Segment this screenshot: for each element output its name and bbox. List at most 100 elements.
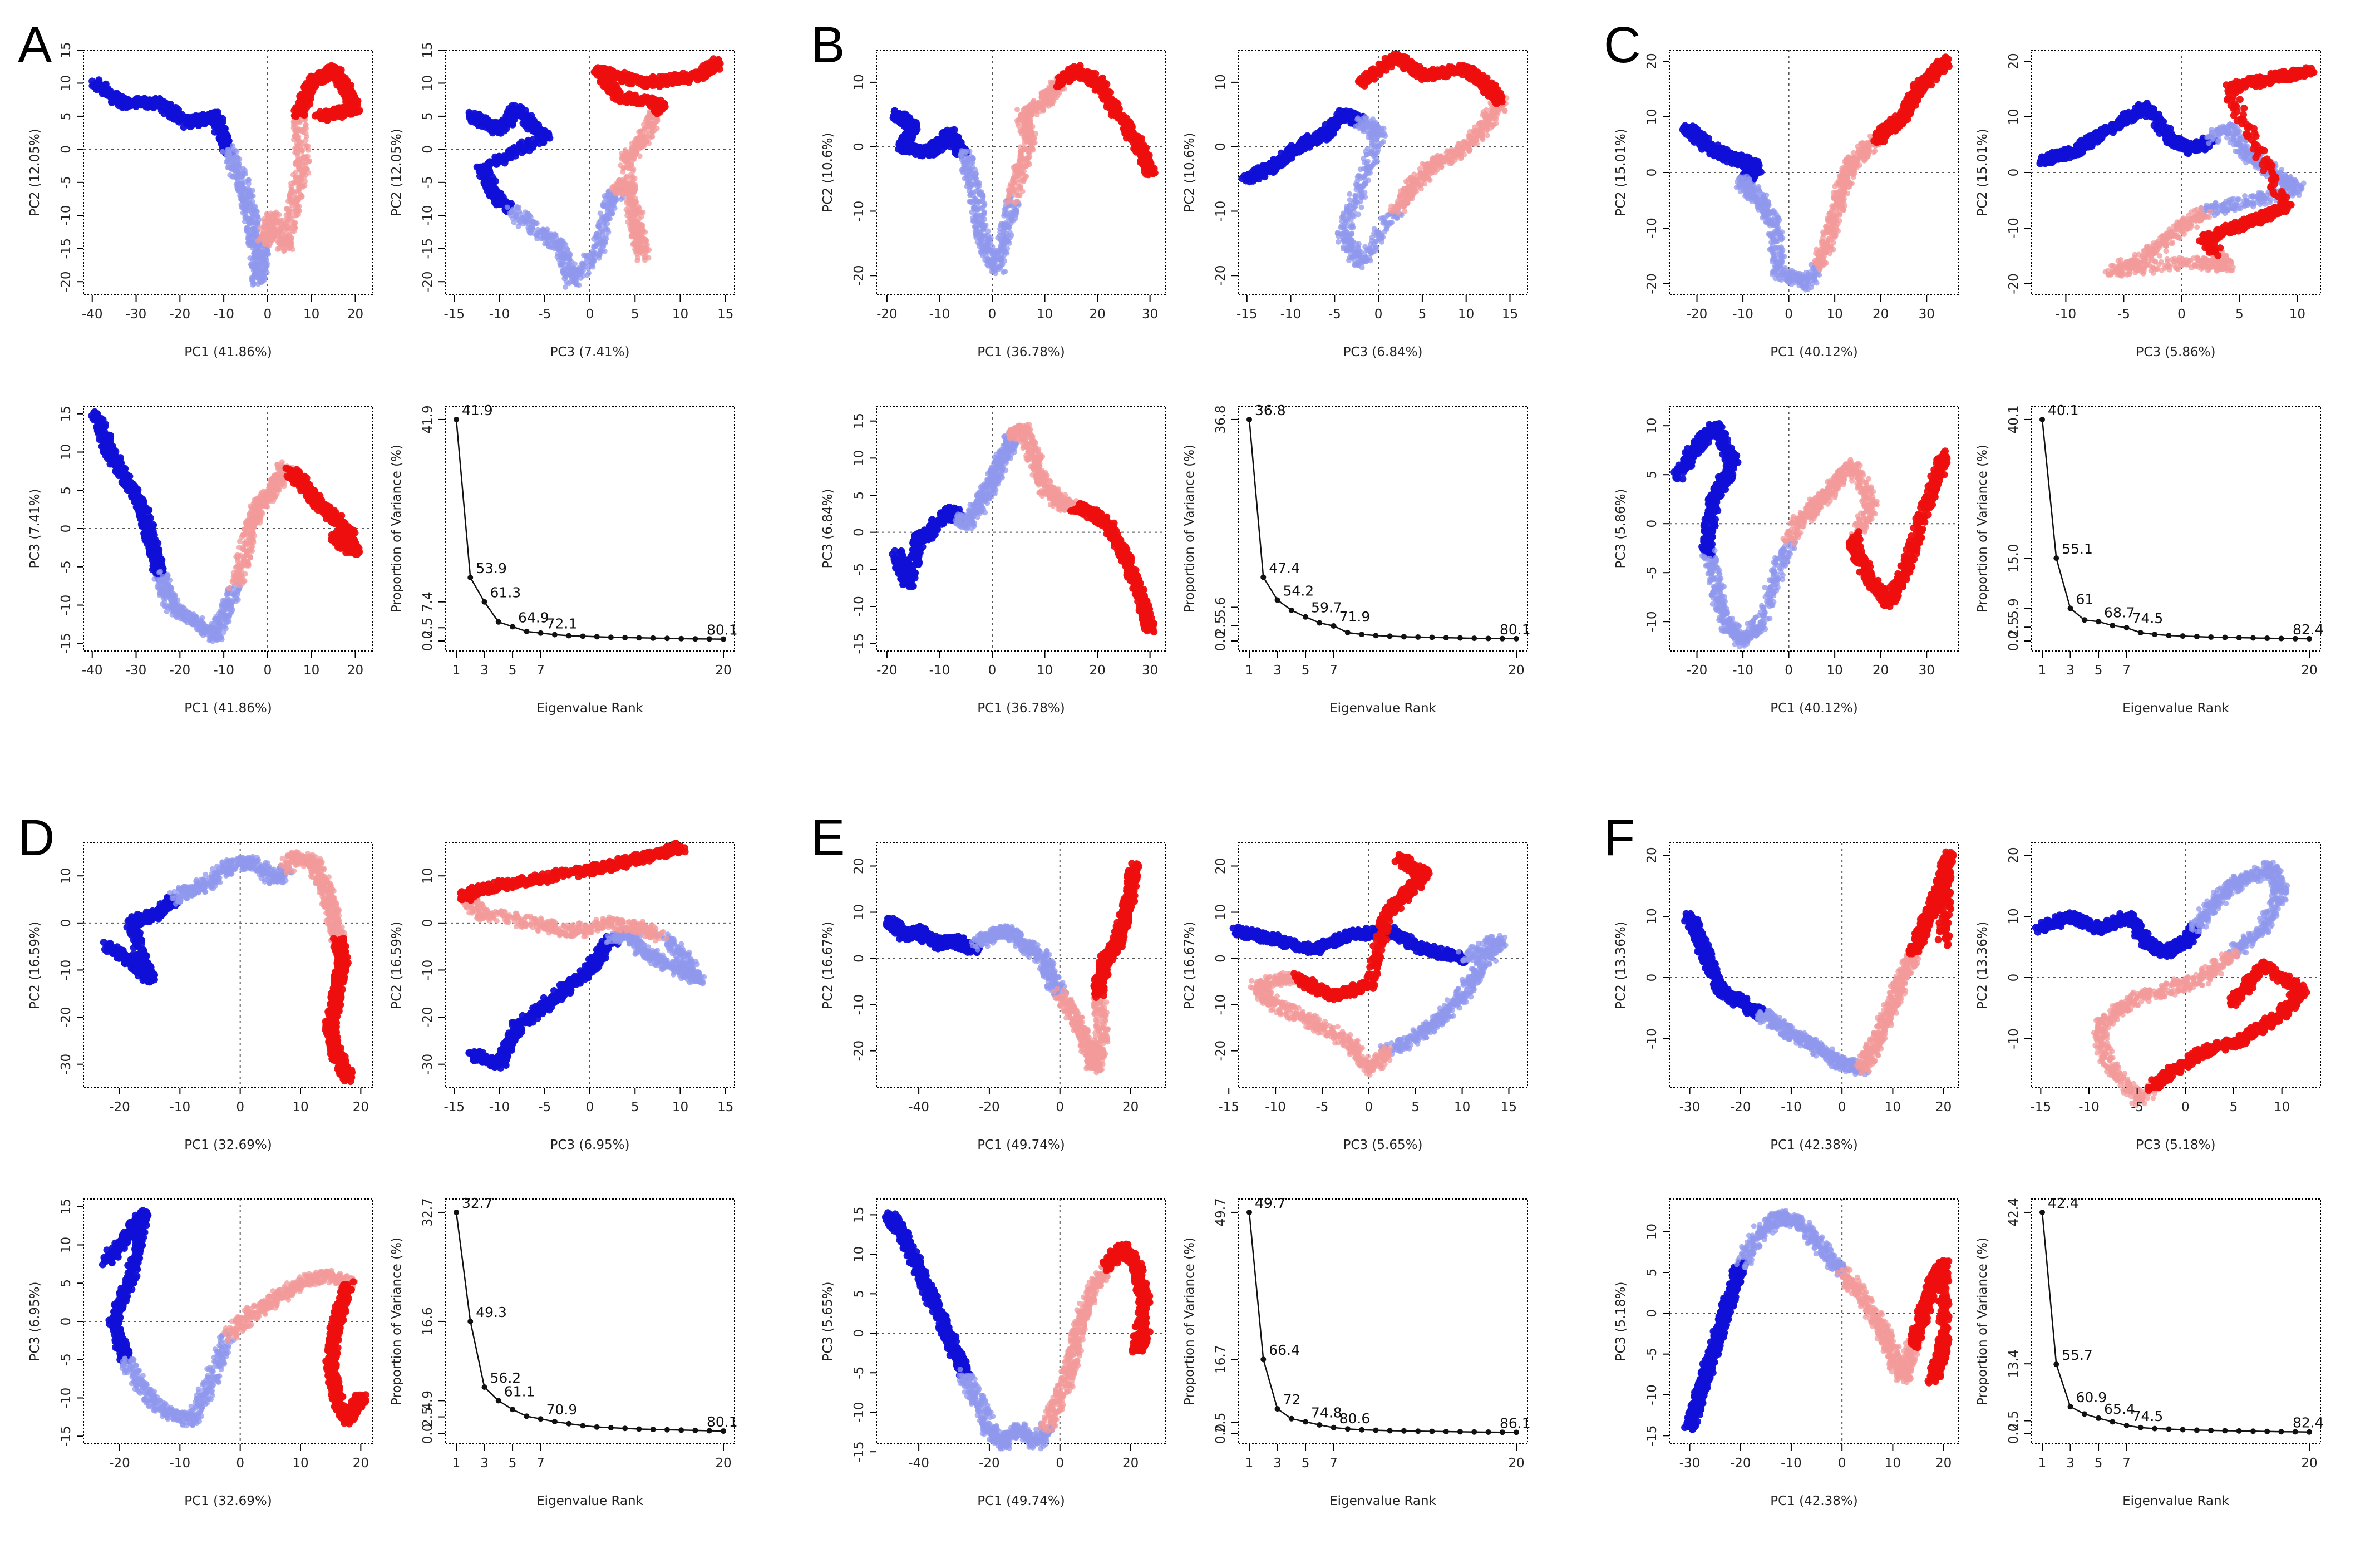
trajectory-point bbox=[636, 216, 642, 222]
trajectory-point bbox=[594, 231, 600, 237]
trajectory-point bbox=[249, 512, 255, 519]
trajectory-point bbox=[235, 596, 241, 603]
trajectory-point bbox=[150, 103, 157, 111]
trajectory-point bbox=[634, 136, 640, 142]
y-tick-label: 0 bbox=[421, 145, 435, 154]
x-tick-label: 0 bbox=[264, 663, 272, 678]
trajectory-point bbox=[630, 233, 636, 239]
trajectory-point bbox=[624, 185, 630, 191]
x-tick-label: -20 bbox=[170, 307, 191, 322]
trajectory-point bbox=[330, 535, 338, 542]
y-tick-label: 2.5 bbox=[421, 618, 435, 638]
pc2-vs-pc1-plot-frame bbox=[83, 50, 373, 295]
scree-point bbox=[594, 634, 600, 640]
trajectory-point bbox=[637, 206, 643, 212]
trajectory-point bbox=[264, 269, 270, 275]
trajectory-point bbox=[624, 213, 630, 219]
scree-point bbox=[495, 619, 501, 625]
trajectory-point bbox=[576, 282, 582, 288]
trajectory-point bbox=[630, 174, 636, 180]
scree-point bbox=[608, 634, 614, 640]
trajectory-point bbox=[156, 576, 162, 583]
y-tick-label: 10 bbox=[59, 75, 73, 91]
trajectory-point bbox=[246, 177, 252, 183]
trajectory-point bbox=[563, 284, 569, 290]
x-tick-label: 10 bbox=[303, 663, 319, 678]
trajectory-point bbox=[627, 153, 633, 159]
trajectory-point bbox=[220, 149, 225, 155]
panel-letter: A bbox=[18, 17, 52, 73]
x-tick-label: 10 bbox=[303, 307, 319, 322]
x-tick-label: -40 bbox=[82, 307, 103, 322]
trajectory-point bbox=[221, 623, 228, 629]
trajectory-point bbox=[633, 186, 638, 193]
trajectory-point bbox=[311, 112, 319, 120]
trajectory-point bbox=[306, 90, 314, 97]
trajectory-point bbox=[580, 262, 586, 268]
y-tick-label: 5 bbox=[421, 112, 435, 121]
trajectory-point bbox=[252, 263, 258, 268]
x-tick-label: 3 bbox=[480, 663, 489, 678]
trajectory-point bbox=[181, 610, 188, 616]
trajectory-point bbox=[558, 261, 564, 267]
trajectory-point bbox=[160, 591, 166, 596]
trajectory-point bbox=[297, 159, 303, 165]
trajectory-point bbox=[597, 210, 603, 216]
scree-point bbox=[566, 633, 572, 639]
trajectory-point bbox=[568, 279, 574, 285]
trajectory-point bbox=[235, 558, 241, 564]
cumulative-variance-label: 61.3 bbox=[490, 585, 521, 601]
y-axis-label: PC2 (12.05%) bbox=[28, 129, 42, 216]
trajectory-point bbox=[236, 574, 243, 580]
trajectory-point bbox=[253, 249, 259, 255]
x-tick-label: 5 bbox=[509, 663, 517, 678]
x-tick-label: 0 bbox=[586, 307, 594, 322]
x-tick-label: -10 bbox=[489, 307, 510, 322]
x-axis-label: PC1 (41.86%) bbox=[184, 345, 272, 359]
trajectory-point bbox=[588, 251, 594, 257]
scree-point bbox=[510, 624, 516, 630]
x-tick-label: 20 bbox=[347, 663, 363, 678]
trajectory-point bbox=[629, 222, 635, 228]
trajectory-point bbox=[290, 220, 296, 226]
cumulative-variance-label: 72.1 bbox=[546, 616, 578, 632]
y-tick-label: 5 bbox=[59, 112, 73, 121]
y-tick-label: -5 bbox=[59, 560, 73, 573]
trajectory-point bbox=[244, 531, 250, 537]
trajectory-point bbox=[558, 245, 564, 251]
scree-point bbox=[650, 635, 656, 641]
trajectory-point bbox=[250, 530, 256, 536]
x-axis-label: PC1 (41.86%) bbox=[184, 701, 272, 716]
trajectory-point bbox=[282, 233, 288, 239]
cumulative-variance-label: 53.9 bbox=[476, 560, 507, 576]
trajectory-point bbox=[293, 174, 298, 180]
trajectory-point bbox=[292, 125, 298, 131]
y-tick-label: -20 bbox=[59, 271, 73, 292]
scree-point bbox=[622, 634, 628, 640]
x-tick-label: 5 bbox=[631, 307, 639, 322]
y-tick-label: -5 bbox=[421, 176, 435, 189]
trajectory-point bbox=[251, 231, 257, 237]
trajectory-point bbox=[141, 95, 149, 103]
scree-point bbox=[692, 636, 698, 642]
trajectory-point bbox=[210, 630, 216, 637]
trajectory-point bbox=[630, 168, 636, 174]
trajectory-point bbox=[504, 204, 510, 210]
panel-letter: B bbox=[811, 17, 845, 73]
x-tick-label: 15 bbox=[717, 307, 733, 322]
trajectory-point bbox=[157, 569, 163, 575]
scree-line bbox=[455, 419, 724, 640]
trajectory-point bbox=[566, 256, 573, 263]
y-tick-label: 41.9 bbox=[421, 405, 435, 433]
trajectory-point bbox=[274, 462, 280, 468]
trajectory-point bbox=[260, 224, 267, 230]
trajectory-point bbox=[240, 196, 247, 203]
scree-point bbox=[524, 628, 530, 634]
trajectory-point bbox=[709, 55, 717, 63]
scree-plot-frame bbox=[445, 406, 735, 652]
y-tick-label: -5 bbox=[59, 176, 73, 189]
trajectory-point bbox=[534, 220, 540, 226]
scree-plot: 41.953.961.364.972.1 80.11 3 5 7 200.02.57.44… bbox=[390, 402, 738, 716]
trajectory-point bbox=[629, 161, 634, 167]
